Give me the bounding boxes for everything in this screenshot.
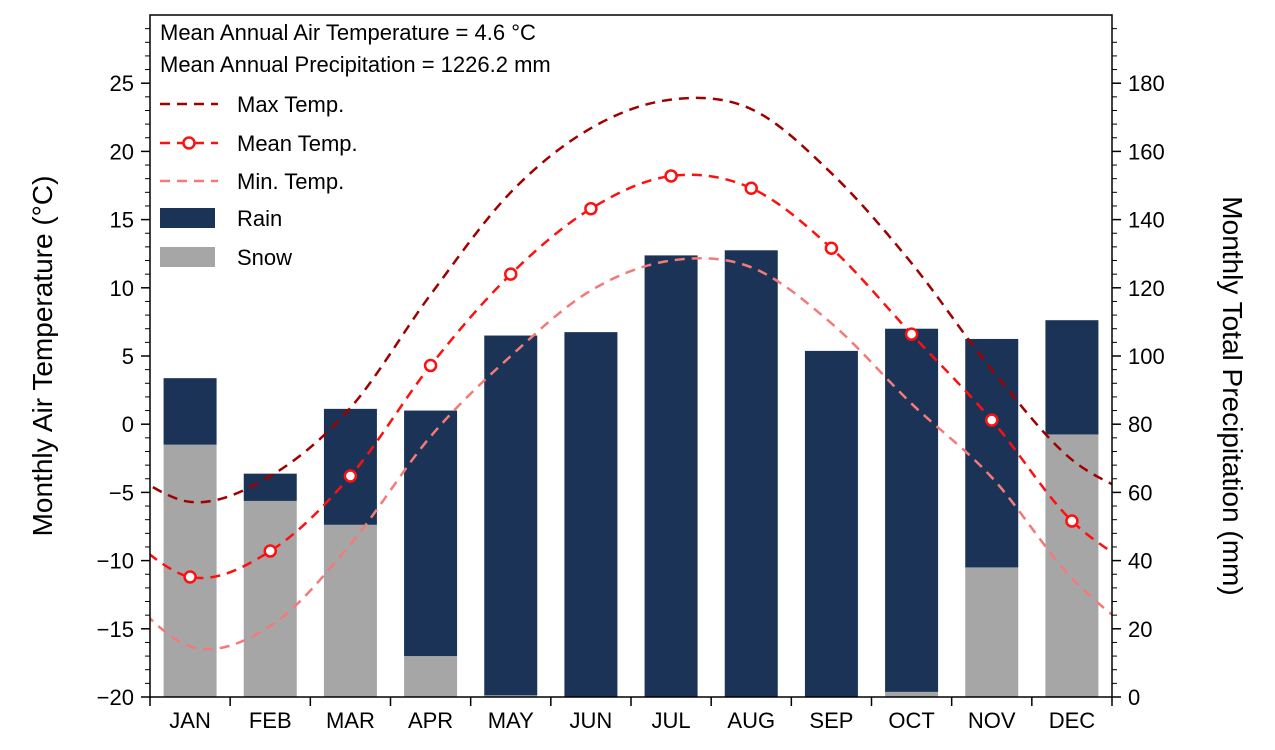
bar-rain-jul <box>644 255 698 697</box>
tick-label-right: 80 <box>1128 412 1152 437</box>
bar-snow-nov <box>965 567 1019 697</box>
legend: Max Temp. Mean Temp. Min. Temp. Rain Sno… <box>160 92 358 270</box>
bar-rain-jun <box>564 332 618 697</box>
line-max-temp <box>150 96 1112 504</box>
axes-layer: −20 −15 −10 −5 0 5 10 15 20 25 0 20 40 60 80 100 120 140 1… <box>97 28 1165 733</box>
tick-label-left: 15 <box>110 208 134 233</box>
tick-label-left: −10 <box>97 549 134 574</box>
tick-label-x-sep: SEP <box>809 708 853 733</box>
legend-marker-mean-temp <box>182 136 196 150</box>
tick-label-x-oct: OCT <box>888 708 934 733</box>
bar-snow-apr <box>404 656 458 697</box>
annotation-mean-precip: Mean Annual Precipitation = 1226.2 mm <box>160 52 551 77</box>
tick-label-left: 0 <box>122 412 134 437</box>
tick-label-left: −5 <box>109 480 134 505</box>
bar-snow-dec <box>1045 434 1099 697</box>
bar-rain-nov <box>965 338 1019 568</box>
bar-rain-dec <box>1045 320 1099 435</box>
marker-mean-temp-mar <box>343 469 358 483</box>
bar-snow-mar <box>323 524 377 697</box>
bar-rain-may <box>484 335 538 696</box>
tick-label-right: 120 <box>1128 276 1165 301</box>
line-min-temp <box>150 257 1112 651</box>
marker-mean-temp-oct <box>904 327 919 341</box>
tick-label-left: 10 <box>110 276 134 301</box>
bar-snow-may <box>484 695 538 697</box>
bar-snow-oct <box>885 691 939 697</box>
marker-mean-temp-may <box>504 267 518 281</box>
tick-label-x-apr: APR <box>408 708 453 733</box>
lines-layer <box>150 96 1112 651</box>
marker-mean-temp-dec <box>1065 514 1079 528</box>
bars-layer <box>163 250 1099 698</box>
tick-label-left: 5 <box>122 344 134 369</box>
tick-label-left: −15 <box>97 617 134 642</box>
legend-swatch-rain <box>160 208 215 228</box>
legend-label-snow: Snow <box>237 245 292 270</box>
tick-label-x-jan: JAN <box>169 708 211 733</box>
marker-mean-temp-sep <box>824 241 839 255</box>
tick-label-right: 40 <box>1128 549 1152 574</box>
tick-label-right: 60 <box>1128 480 1152 505</box>
legend-label-mean-temp: Mean Temp. <box>237 131 358 156</box>
marker-mean-temp-aug <box>744 181 758 195</box>
tick-label-right: 180 <box>1128 71 1165 96</box>
tick-label-right: 0 <box>1128 685 1140 710</box>
y-axis-right-label: Monthly Total Precipitation (mm) <box>1217 196 1248 595</box>
bar-rain-oct <box>885 328 939 692</box>
marker-mean-temp-jul <box>664 169 678 183</box>
legend-label-max-temp: Max Temp. <box>237 92 344 117</box>
marker-mean-temp-apr <box>423 358 438 373</box>
tick-label-x-nov: NOV <box>968 708 1016 733</box>
tick-label-right: 20 <box>1128 617 1152 642</box>
tick-label-x-mar: MAR <box>326 708 375 733</box>
tick-label-right: 160 <box>1128 139 1165 164</box>
tick-label-left: −20 <box>97 685 134 710</box>
tick-label-x-jul: JUL <box>652 708 691 733</box>
bar-rain-apr <box>404 410 458 657</box>
tick-label-left: 20 <box>110 139 134 164</box>
bar-rain-sep <box>804 350 858 697</box>
marker-mean-temp-jan <box>183 570 197 584</box>
tick-label-x-aug: AUG <box>727 708 775 733</box>
bar-rain-aug <box>724 250 778 698</box>
tick-label-left: 25 <box>110 71 134 96</box>
tick-label-x-dec: DEC <box>1049 708 1096 733</box>
tick-label-right: 100 <box>1128 344 1165 369</box>
marker-mean-temp-nov <box>985 413 999 427</box>
bar-snow-feb <box>243 500 297 697</box>
y-axis-left-label: Monthly Air Temperature (°C) <box>27 176 58 537</box>
legend-label-rain: Rain <box>237 206 282 231</box>
marker-mean-temp-feb <box>263 544 277 558</box>
tick-label-x-jun: JUN <box>570 708 613 733</box>
legend-label-min-temp: Min. Temp. <box>237 169 344 194</box>
annotation-mean-temp: Mean Annual Air Temperature = 4.6 °C <box>160 20 536 45</box>
legend-swatch-snow <box>160 247 215 267</box>
marker-mean-temp-jun <box>584 201 598 216</box>
bar-rain-feb <box>243 473 297 501</box>
bar-rain-jan <box>163 378 217 445</box>
tick-label-x-may: MAY <box>488 708 534 733</box>
tick-label-x-feb: FEB <box>249 708 292 733</box>
tick-label-right: 140 <box>1128 208 1165 233</box>
